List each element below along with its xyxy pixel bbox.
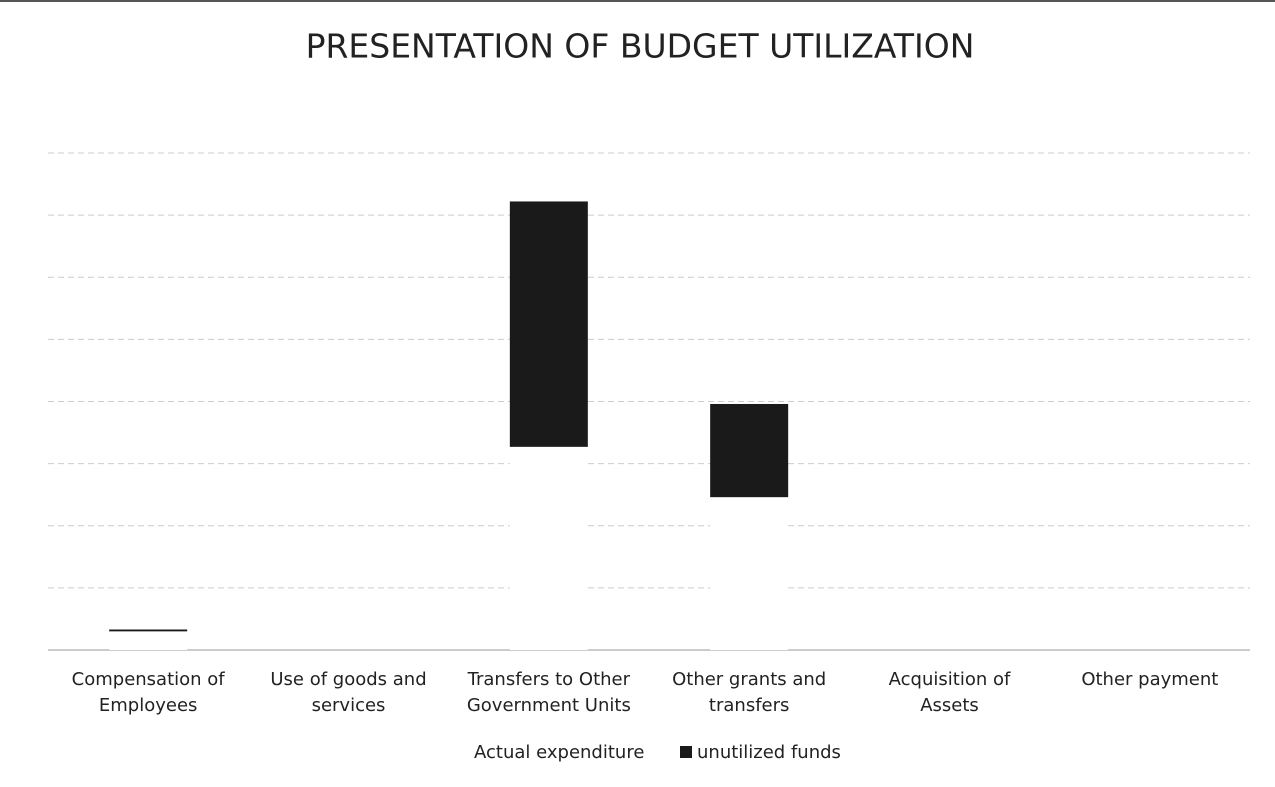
x-tick-label: Use of goods and services — [270, 669, 427, 716]
x-tick-label: Other grants and transfers — [672, 669, 827, 716]
bar-segment — [710, 497, 789, 650]
bar-segment — [109, 631, 188, 650]
x-tick-label: Other payment — [1081, 669, 1219, 690]
bar-segment — [710, 403, 789, 498]
chart-title: PRESENTATION OF BUDGET UTILIZATION — [306, 27, 975, 66]
legend-swatch — [474, 746, 486, 758]
legend-swatch — [680, 746, 692, 758]
bar-segment — [509, 201, 588, 447]
x-tick-label: Acquisition of Assets — [888, 669, 1011, 716]
x-tick-label: Compensation of Employees — [71, 669, 225, 716]
bar-segment — [109, 629, 188, 632]
bar-segment — [509, 446, 588, 650]
legend-label: unutilized funds — [697, 742, 841, 763]
legend-label: Actual expenditure — [474, 742, 644, 763]
x-tick-label: Transfers to Other Government Units — [466, 669, 631, 716]
